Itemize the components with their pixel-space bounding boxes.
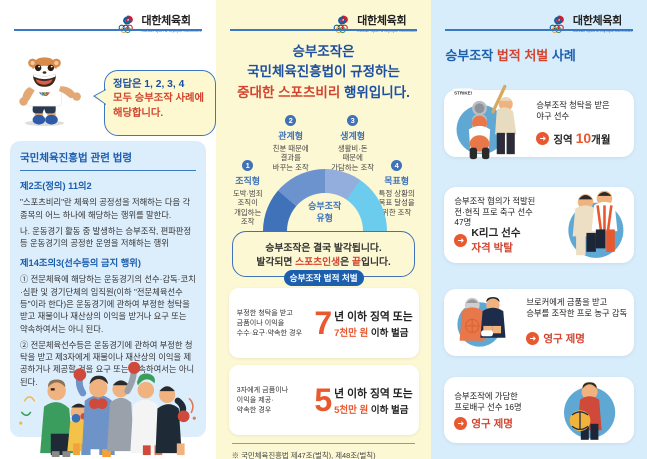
- svg-text:STRIKE!: STRIKE!: [454, 91, 473, 96]
